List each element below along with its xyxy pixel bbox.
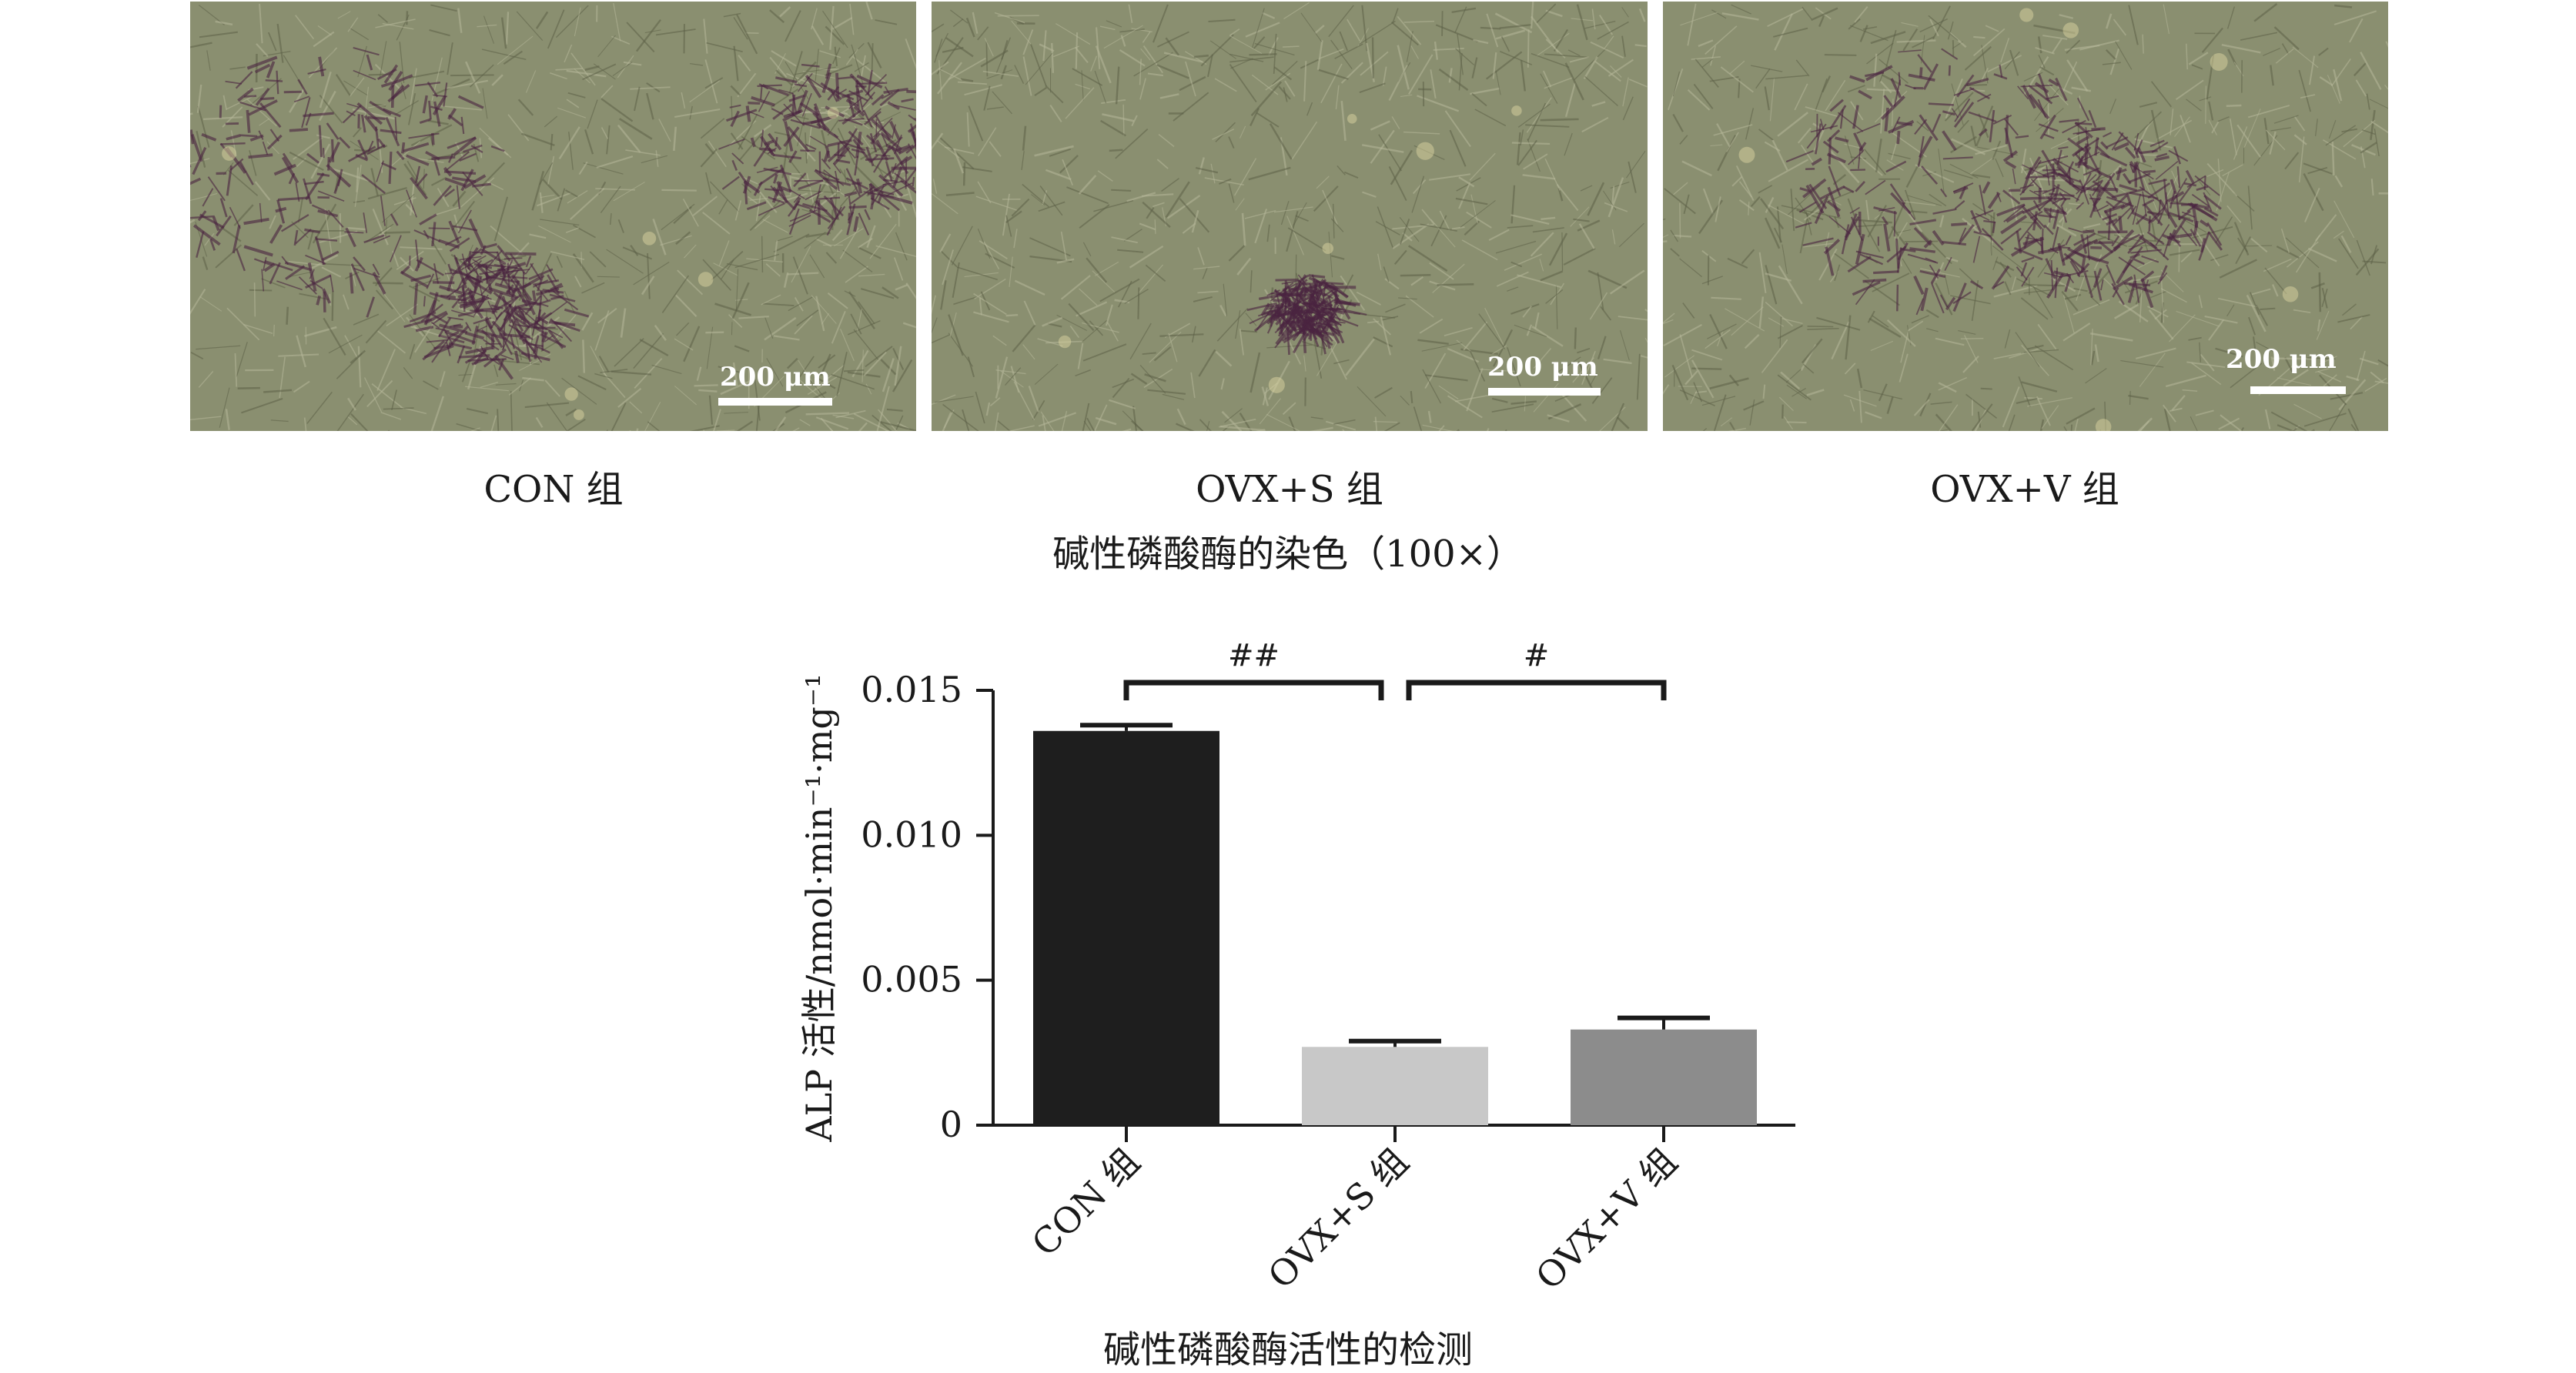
bar: [1302, 1047, 1488, 1125]
significance-bracket: [1126, 683, 1381, 700]
significance-label: ##: [1228, 638, 1280, 673]
y-tick-label: 0.005: [861, 959, 962, 1001]
significance-label: #: [1524, 638, 1550, 673]
x-tick-label: OVX+S 组: [1260, 1141, 1416, 1297]
bar: [1033, 731, 1219, 1125]
x-tick-label: OVX+V 组: [1527, 1141, 1685, 1298]
x-tick-label: CON 组: [1024, 1141, 1148, 1264]
y-axis-label: ALP 活性/nmol·min⁻¹·mg⁻¹: [798, 673, 840, 1142]
y-tick-label: 0: [940, 1104, 962, 1145]
significance-bracket: [1409, 683, 1664, 700]
bar: [1571, 1030, 1757, 1125]
chart-caption: 碱性磷酸酶活性的检测: [0, 1319, 2576, 1373]
y-tick-label: 0.010: [861, 813, 962, 855]
y-tick-label: 0.015: [861, 669, 962, 710]
